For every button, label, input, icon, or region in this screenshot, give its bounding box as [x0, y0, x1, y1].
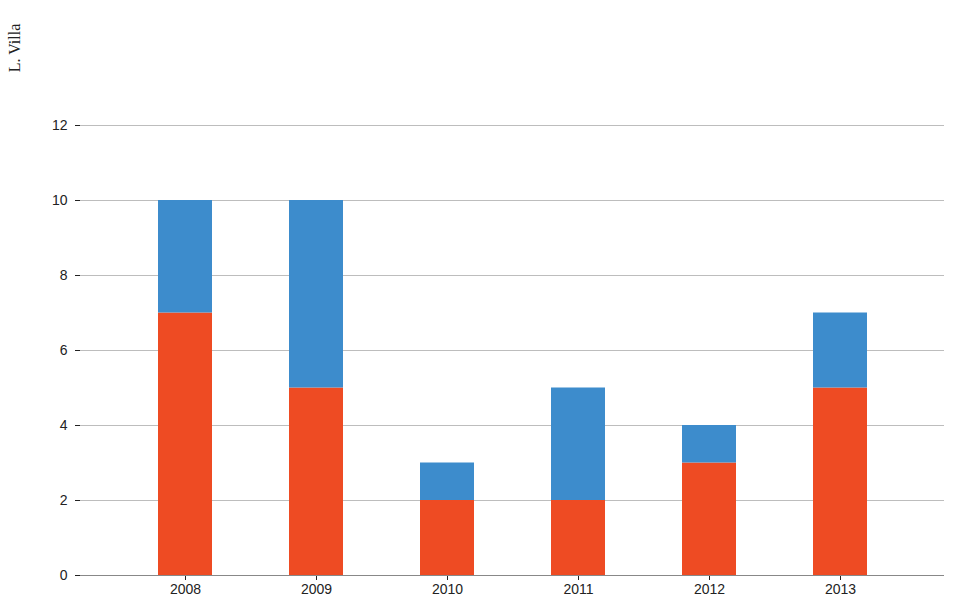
svg-text:2009: 2009	[301, 581, 332, 597]
svg-text:10: 10	[52, 192, 68, 208]
svg-text:2008: 2008	[170, 581, 201, 597]
svg-text:L. Villa: L. Villa	[6, 24, 23, 73]
svg-text:8: 8	[60, 267, 68, 283]
svg-text:2: 2	[60, 492, 68, 508]
svg-text:2010: 2010	[432, 581, 463, 597]
svg-text:0: 0	[60, 567, 68, 583]
svg-text:2011: 2011	[563, 581, 593, 597]
svg-text:2012: 2012	[694, 581, 725, 597]
svg-text:2013: 2013	[825, 581, 856, 597]
svg-text:6: 6	[60, 342, 68, 358]
svg-text:4: 4	[60, 417, 68, 433]
svg-text:12: 12	[52, 117, 68, 133]
